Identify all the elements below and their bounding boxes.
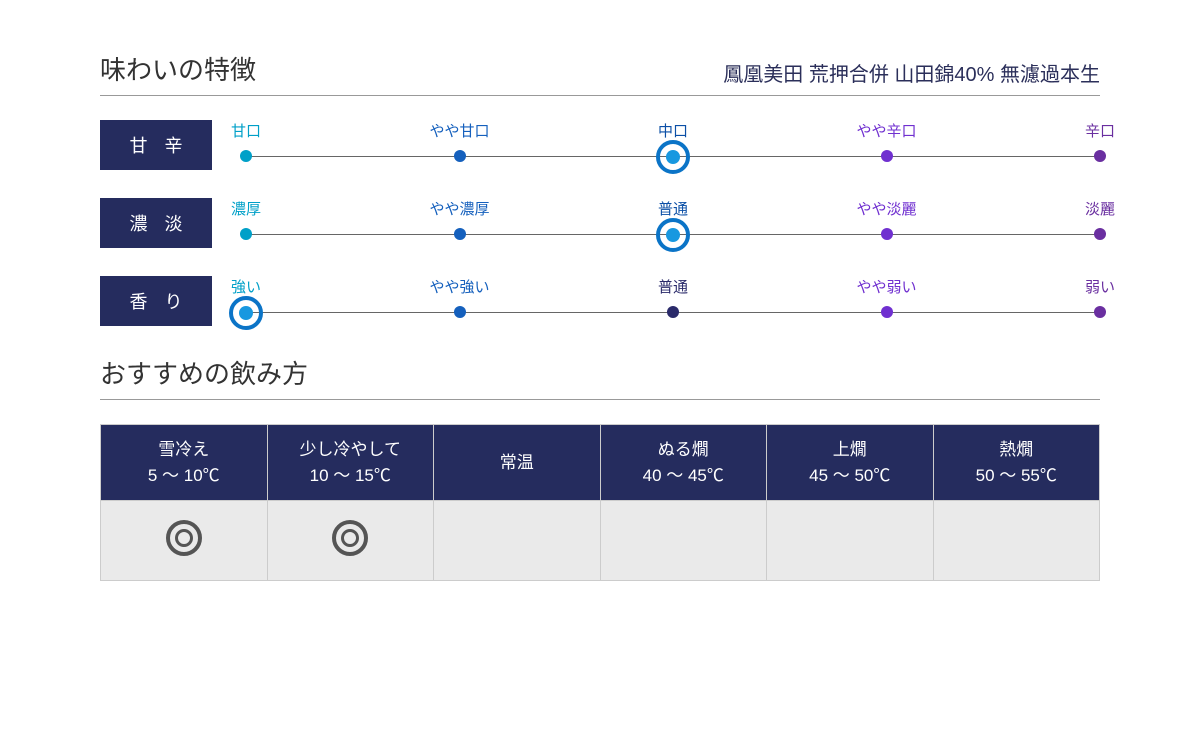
scale-tick-label: やや弱い bbox=[856, 276, 916, 297]
flavor-row-label: 香 り bbox=[100, 276, 212, 326]
scale-tick-label: 濃厚 bbox=[231, 198, 261, 219]
scale-dot bbox=[1094, 228, 1106, 240]
scale-tick-label: 中口 bbox=[658, 120, 688, 141]
temp-range: 50 ～ 55℃ bbox=[938, 463, 1096, 489]
temp-mark-cell bbox=[434, 501, 601, 581]
temp-range: 5 ～ 10℃ bbox=[105, 463, 263, 489]
flavor-section-header: 味わいの特徴 鳳凰美田 荒押合併 山田錦40% 無濾過本生 bbox=[100, 50, 1100, 96]
temp-header-cell: 常温 bbox=[434, 425, 601, 501]
scale-dot bbox=[881, 306, 893, 318]
scale-dot bbox=[240, 150, 252, 162]
temp-name: 雪冷え bbox=[105, 437, 263, 463]
temp-mark-cell bbox=[767, 501, 934, 581]
scale-tick-label: 甘口 bbox=[231, 120, 261, 141]
scale-dot bbox=[1094, 150, 1106, 162]
scale-tick-label: 弱い bbox=[1085, 276, 1115, 297]
temp-header-cell: 少し冷やして10 ～ 15℃ bbox=[267, 425, 434, 501]
flavor-row: 甘 辛甘口やや甘口中口やや辛口辛口 bbox=[100, 120, 1100, 170]
double-circle-icon bbox=[166, 520, 202, 556]
scale-dot bbox=[240, 228, 252, 240]
scale-tick-label: 強い bbox=[231, 276, 261, 297]
flavor-row-label: 甘 辛 bbox=[100, 120, 212, 170]
temp-mark-cell bbox=[933, 501, 1100, 581]
scale-marker-bullseye bbox=[656, 140, 690, 174]
section-title-flavor: 味わいの特徴 bbox=[100, 50, 256, 87]
scale-dot bbox=[1094, 306, 1106, 318]
temperature-table-head: 雪冷え5 ～ 10℃少し冷やして10 ～ 15℃常温ぬる燗40 ～ 45℃上燗4… bbox=[101, 425, 1100, 501]
temperature-table-body bbox=[101, 501, 1100, 581]
flavor-scale: 強いやや強い普通やや弱い弱い bbox=[246, 276, 1100, 326]
temp-mark-cell bbox=[600, 501, 767, 581]
temp-name: 上燗 bbox=[771, 437, 929, 463]
scale-dot bbox=[454, 150, 466, 162]
scale-dot bbox=[881, 150, 893, 162]
scale-marker-bullseye bbox=[656, 218, 690, 252]
temp-header-cell: 上燗45 ～ 50℃ bbox=[767, 425, 934, 501]
temp-name: 熱燗 bbox=[938, 437, 1096, 463]
double-circle-icon bbox=[332, 520, 368, 556]
scale-tick-label: やや淡麗 bbox=[856, 198, 916, 219]
scale-tick-label: やや甘口 bbox=[429, 120, 489, 141]
flavor-chart: 甘 辛甘口やや甘口中口やや辛口辛口濃 淡濃厚やや濃厚普通やや淡麗淡麗香 り強いや… bbox=[100, 120, 1100, 326]
temperature-mark-row bbox=[101, 501, 1100, 581]
scale-dot bbox=[881, 228, 893, 240]
temp-name: 少し冷やして bbox=[272, 437, 430, 463]
temperature-table: 雪冷え5 ～ 10℃少し冷やして10 ～ 15℃常温ぬる燗40 ～ 45℃上燗4… bbox=[100, 424, 1100, 581]
flavor-scale: 甘口やや甘口中口やや辛口辛口 bbox=[246, 120, 1100, 170]
flavor-row: 濃 淡濃厚やや濃厚普通やや淡麗淡麗 bbox=[100, 198, 1100, 248]
temp-mark-cell bbox=[267, 501, 434, 581]
temperature-header-row: 雪冷え5 ～ 10℃少し冷やして10 ～ 15℃常温ぬる燗40 ～ 45℃上燗4… bbox=[101, 425, 1100, 501]
temp-name: ぬる燗 bbox=[605, 437, 763, 463]
flavor-row-label: 濃 淡 bbox=[100, 198, 212, 248]
flavor-scale: 濃厚やや濃厚普通やや淡麗淡麗 bbox=[246, 198, 1100, 248]
scale-tick-label: やや強い bbox=[429, 276, 489, 297]
temp-header-cell: 熱燗50 ～ 55℃ bbox=[933, 425, 1100, 501]
scale-tick-label: 普通 bbox=[658, 276, 688, 297]
temp-header-cell: 雪冷え5 ～ 10℃ bbox=[101, 425, 268, 501]
scale-dot bbox=[454, 306, 466, 318]
temp-range: 10 ～ 15℃ bbox=[272, 463, 430, 489]
temp-range: 45 ～ 50℃ bbox=[771, 463, 929, 489]
scale-dot bbox=[454, 228, 466, 240]
product-name: 鳳凰美田 荒押合併 山田錦40% 無濾過本生 bbox=[723, 58, 1100, 87]
scale-tick-label: 普通 bbox=[658, 198, 688, 219]
temp-range: 40 ～ 45℃ bbox=[605, 463, 763, 489]
scale-tick-label: 淡麗 bbox=[1085, 198, 1115, 219]
temp-mark-cell bbox=[101, 501, 268, 581]
scale-tick-label: やや辛口 bbox=[856, 120, 916, 141]
temp-name: 常温 bbox=[438, 450, 596, 476]
flavor-row: 香 り強いやや強い普通やや弱い弱い bbox=[100, 276, 1100, 326]
scale-tick-label: 辛口 bbox=[1085, 120, 1115, 141]
scale-tick-label: やや濃厚 bbox=[429, 198, 489, 219]
section-title-drinking: おすすめの飲み方 bbox=[100, 354, 1100, 400]
temp-header-cell: ぬる燗40 ～ 45℃ bbox=[600, 425, 767, 501]
scale-dot bbox=[667, 306, 679, 318]
scale-marker-bullseye bbox=[229, 296, 263, 330]
